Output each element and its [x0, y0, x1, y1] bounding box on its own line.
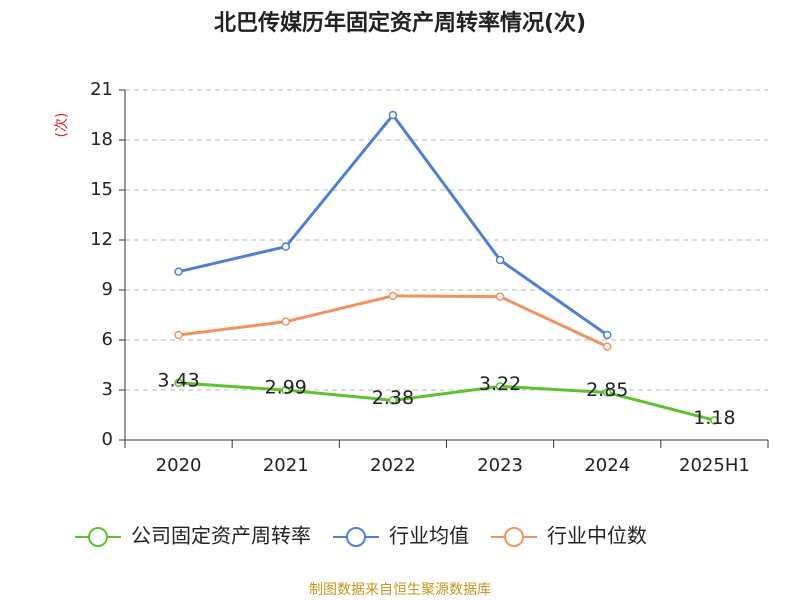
series-line: [178, 112, 609, 337]
source-note: 制图数据来自恒生聚源数据库: [309, 582, 491, 598]
data-label: 3.43: [157, 369, 199, 391]
data-label: 2.99: [265, 377, 307, 399]
y-tick-label: 21: [90, 79, 113, 100]
series-line: [178, 294, 608, 349]
x-tick-label: 2024: [584, 455, 630, 476]
data-point: [281, 317, 290, 326]
data-point: [281, 385, 290, 395]
y-tick-label: 9: [102, 279, 113, 300]
y-tick-label: 15: [90, 179, 113, 200]
legend-label: 行业中位数: [547, 524, 647, 548]
data-point: [603, 342, 612, 351]
y-tick-label: 12: [90, 229, 113, 250]
data-label: 3.22: [479, 373, 521, 395]
data-label: 2.85: [586, 379, 628, 401]
data-label: 1.18: [693, 407, 735, 429]
data-point: [174, 378, 183, 388]
x-tick-label: 2023: [477, 455, 523, 476]
data-point: [174, 267, 183, 276]
legend-label: 行业均值: [389, 524, 469, 548]
data-point: [174, 330, 183, 340]
data-point: [388, 110, 398, 120]
x-tick-label: 2021: [263, 455, 309, 476]
x-tick-label: 2025H1: [679, 455, 750, 476]
legend-marker: [346, 527, 366, 547]
legend-label: 公司固定资产周转率: [131, 524, 311, 548]
data-point: [603, 388, 612, 397]
data-point: [281, 242, 290, 251]
y-tick-label: 0: [102, 429, 113, 450]
x-tick-label: 2022: [370, 455, 416, 476]
legend: 公司固定资产周转率 行业均值 行业中位数: [75, 524, 647, 548]
data-point: [388, 291, 398, 301]
data-point: [710, 416, 719, 425]
series-line: [178, 381, 715, 422]
legend-marker: [504, 527, 524, 547]
y-tick-label: 18: [90, 129, 113, 150]
data-point: [495, 382, 505, 391]
data-point: [388, 396, 398, 405]
y-axis-label: (次): [54, 113, 70, 138]
legend-marker: [88, 527, 108, 547]
y-tick-label: 6: [102, 329, 113, 350]
data-point: [495, 292, 505, 301]
x-tick-label: 2020: [156, 455, 202, 476]
data-point: [495, 255, 505, 265]
data-label: 2.38: [372, 387, 414, 409]
data-point: [603, 330, 612, 340]
y-tick-label: 3: [102, 379, 113, 400]
chart-title: 北巴传媒历年固定资产周转率情况(次): [214, 10, 586, 36]
